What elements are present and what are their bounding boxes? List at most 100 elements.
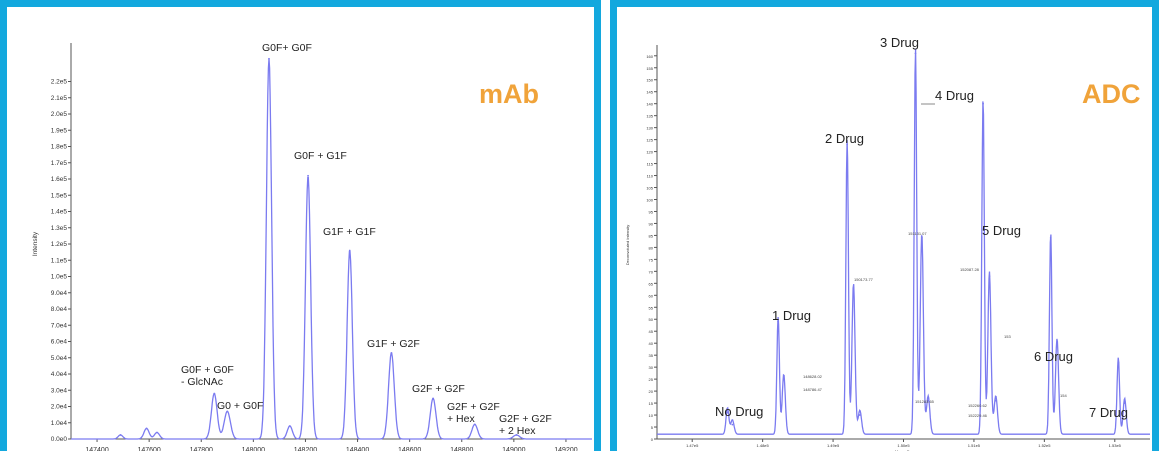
- drug-load-label: 2 Drug: [825, 131, 864, 146]
- y-tick-label: 1.6e5: [51, 176, 68, 183]
- peak-point: [145, 427, 148, 430]
- x-tick-label: 147600: [137, 447, 160, 451]
- drug-load-label: 7 Drug: [1089, 405, 1128, 420]
- y-tick-label: 160: [646, 54, 653, 59]
- y-tick-label: 1.0e4: [51, 420, 68, 427]
- x-tick-label: 148400: [346, 447, 369, 451]
- y-tick-label: 1.3e5: [51, 225, 68, 232]
- peak-annotation: G2F + G2F + Hex: [447, 401, 500, 425]
- mab-spectrum-chart: 0.0e0 1.0e4 2.0e4 3.0e4 4.0e4 5.0e4 6.0e4 7.0e4…: [32, 42, 592, 451]
- peak-point: [515, 434, 518, 436]
- y-tick-label: 90: [649, 221, 654, 226]
- adc-badge: ADC: [1082, 79, 1141, 109]
- y-tick-label: 65: [649, 281, 654, 286]
- peak-mass-label: 153: [1004, 334, 1011, 339]
- y-tick-label: 2.0e4: [51, 404, 68, 411]
- peak-mass-label: 151131.07: [908, 231, 927, 236]
- y-tick-label: 1.2e5: [51, 241, 68, 248]
- peak-point: [1123, 402, 1126, 404]
- x-tick-label: 1.52e5: [1038, 443, 1051, 448]
- peak-point: [307, 174, 309, 177]
- peak-point: [914, 52, 917, 55]
- peak-point: [982, 102, 984, 105]
- drug-load-label: No Drug: [715, 404, 763, 419]
- y-tick-label: 100: [646, 197, 653, 202]
- x-tick-label: 147800: [190, 447, 213, 451]
- peak-point: [1056, 342, 1058, 345]
- drug-load-label: 6 Drug: [1034, 349, 1073, 364]
- y-tick-label: 55: [649, 305, 654, 310]
- peak-mass-label: 148628.02: [803, 374, 823, 379]
- spectrum-trace: [657, 49, 1150, 435]
- peak-point: [731, 423, 734, 426]
- peak-annotation: G2F + G2F: [412, 383, 465, 395]
- x-tick-label: 148200: [294, 447, 317, 451]
- y-tick-label: 7.0e4: [51, 322, 68, 329]
- peak-mass-label: 150173.77: [854, 277, 874, 282]
- peak-annotation-line: + Hex: [447, 413, 475, 425]
- x-tick-label: 149200: [554, 447, 577, 451]
- adc-spectrum-panel: 0 5 10 15 20 25 30 35 40 45 50 55 60 65 70 75 80 85 90 95 10…: [610, 0, 1159, 451]
- peak-point: [927, 399, 930, 402]
- peak-annotation: G0F + G0F - GlcNAc: [181, 364, 234, 388]
- y-tick-label: 85: [649, 233, 654, 238]
- y-tick-label: 6.0e4: [51, 339, 68, 346]
- spectrum-trace: [71, 58, 592, 440]
- y-tick-label: 1.9e5: [51, 127, 68, 134]
- x-tick-label: 147400: [85, 447, 108, 451]
- y-tick-label: 135: [646, 114, 653, 119]
- peak-annotation: G0 + G0F: [217, 400, 263, 412]
- peak-annotation: G1F + G1F: [323, 226, 376, 238]
- mab-badge: mAb: [479, 79, 539, 109]
- peak-point: [432, 397, 434, 400]
- x-tick-label: 1.53e5: [1109, 443, 1122, 448]
- y-tick-label: 1.4e5: [51, 209, 68, 216]
- y-tick-label: 120: [646, 150, 653, 155]
- peak-point: [726, 411, 729, 414]
- x-tick-label: 1.51e5: [968, 443, 981, 448]
- peak-annotation-line: G1F + G1F: [323, 226, 376, 238]
- y-tick-label: 70: [649, 269, 654, 274]
- y-tick-label: 75: [649, 257, 654, 262]
- drug-load-label: 1 Drug: [772, 308, 811, 323]
- y-tick-label: 15: [649, 401, 654, 406]
- y-tick-label: 155: [646, 66, 653, 71]
- x-axis-label: Mass, Da: [895, 449, 913, 451]
- y-tick-label: 0.0e0: [51, 436, 68, 443]
- peak-annotation-line: G2F + G2F: [447, 401, 500, 413]
- peak-annotation-line: G0F + G0F: [181, 364, 234, 376]
- peak-mass-label: 152260.62: [968, 403, 988, 408]
- peak-point: [1117, 361, 1120, 364]
- peak-annotation: G0F + G1F: [294, 150, 347, 162]
- peak-annotation-line: G1F + G2F: [367, 338, 420, 350]
- peak-point: [213, 392, 216, 395]
- y-tick-label: 125: [646, 138, 653, 143]
- x-tick-label: 1.49e5: [827, 443, 840, 448]
- y-tick-label: 150: [646, 78, 653, 83]
- x-tick-label: 148000: [242, 447, 265, 451]
- y-tick-label: 8.0e4: [51, 306, 68, 313]
- y-tick-label: 40: [649, 341, 654, 346]
- y-tick-label: 9.0e4: [51, 290, 68, 297]
- drug-load-label: 3 Drug: [880, 35, 919, 50]
- mab-spectrum-panel: 0.0e0 1.0e4 2.0e4 3.0e4 4.0e4 5.0e4 6.0e4 7.0e4…: [0, 0, 601, 451]
- y-tick-label: 4.0e4: [51, 371, 68, 378]
- peak-point: [852, 287, 855, 290]
- peak-annotation-line: G2F + G2F: [412, 383, 465, 395]
- peak-mass-label: 152229.46: [968, 413, 988, 418]
- peak-mass-label: 148786.47: [803, 387, 823, 392]
- peak-point: [268, 57, 270, 60]
- y-tick-label: 2.2e5: [51, 79, 68, 86]
- y-tick-label: 1.0e5: [51, 274, 68, 281]
- y-tick-label: 80: [649, 245, 654, 250]
- y-tick-label: 50: [649, 317, 654, 322]
- y-tick-label: 1.5e5: [51, 192, 68, 199]
- x-tick-label: 1.50e5: [897, 443, 910, 448]
- y-tick-label: 5: [651, 425, 654, 430]
- peak-point: [226, 410, 229, 413]
- y-tick-label: 35: [649, 353, 654, 358]
- peak-point: [119, 434, 122, 436]
- drug-load-label: 4 Drug: [935, 88, 974, 103]
- y-tick-label: 115: [647, 162, 654, 167]
- y-tick-label: 30: [649, 365, 654, 370]
